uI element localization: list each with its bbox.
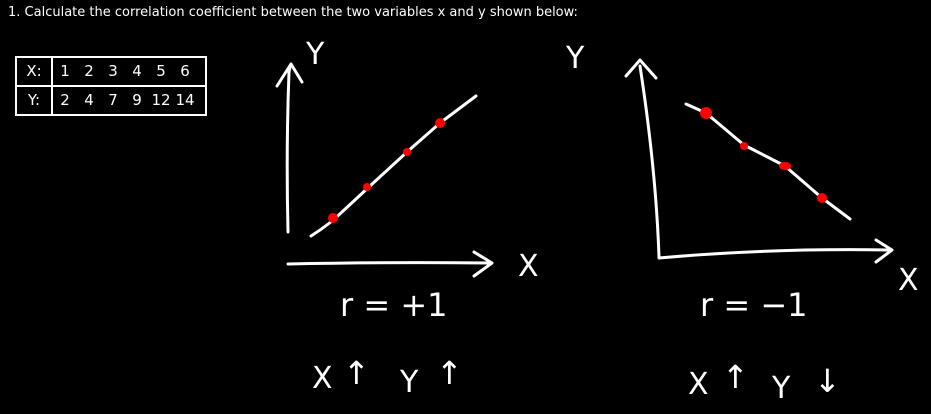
data-point bbox=[779, 162, 791, 170]
right-y-axis-label: Y bbox=[565, 41, 585, 76]
left-y-axis-label: Y bbox=[305, 37, 325, 72]
left-x-axis-arrowhead bbox=[472, 250, 494, 278]
right-x-axis bbox=[657, 248, 890, 260]
left-trend-y-arrow: ↑ bbox=[436, 354, 463, 392]
x-value-cell: 6 bbox=[180, 62, 190, 80]
data-point bbox=[363, 183, 371, 191]
y-value-cell: 4 bbox=[77, 85, 101, 115]
x-value-cell: 3 bbox=[108, 62, 118, 80]
data-point bbox=[740, 142, 748, 150]
right-trend-y-label: Y bbox=[771, 371, 791, 406]
left-trend-x-arrow: ↑ bbox=[343, 354, 370, 392]
left-x-axis-label: X bbox=[518, 249, 539, 284]
right-x-axis-arrowhead bbox=[874, 238, 894, 264]
data-table: X: 1 2 3 4 5 6 Y: 2 4 7 9 12 14 bbox=[15, 56, 207, 116]
y-value-cell: 7 bbox=[101, 85, 125, 115]
y-row-header: Y: bbox=[16, 85, 53, 115]
data-point bbox=[403, 148, 411, 156]
data-point bbox=[435, 118, 445, 128]
data-point bbox=[700, 107, 712, 119]
right-trend-line bbox=[684, 102, 852, 221]
data-point bbox=[328, 213, 338, 223]
right-x-axis-label: X bbox=[898, 263, 919, 298]
right-r-value: r = −1 bbox=[700, 286, 807, 324]
right-trend-y-arrow: ↓ bbox=[814, 362, 841, 400]
table-row-y: Y: 2 4 7 9 12 14 bbox=[16, 85, 206, 115]
left-y-axis-arrowhead bbox=[275, 62, 304, 88]
y-value-cell: 12 bbox=[149, 85, 173, 115]
left-r-value: r = +1 bbox=[340, 286, 447, 324]
right-y-axis-arrowhead bbox=[624, 58, 658, 80]
question-text: 1. Calculate the correlation coefficient… bbox=[8, 5, 578, 20]
x-value-cell: 1 bbox=[60, 62, 70, 80]
left-trend-x-label: X bbox=[312, 361, 333, 396]
right-y-axis bbox=[638, 64, 661, 259]
x-value-cell: 4 bbox=[132, 62, 142, 80]
x-row-header: X: bbox=[16, 57, 53, 86]
table-row-x: X: 1 2 3 4 5 6 bbox=[16, 57, 206, 86]
right-trend-x-label: X bbox=[688, 367, 709, 402]
x-value-cell: 5 bbox=[156, 62, 166, 80]
left-trend-y-label: Y bbox=[399, 365, 419, 400]
data-point bbox=[817, 193, 827, 203]
x-value-cell: 2 bbox=[84, 62, 94, 80]
y-value-cell: 2 bbox=[52, 85, 77, 115]
y-value-cell: 9 bbox=[125, 85, 149, 115]
right-trend-x-arrow: ↑ bbox=[722, 358, 749, 396]
left-y-axis bbox=[285, 64, 293, 234]
y-value-cell: 14 bbox=[173, 85, 197, 115]
left-x-axis bbox=[286, 261, 492, 266]
